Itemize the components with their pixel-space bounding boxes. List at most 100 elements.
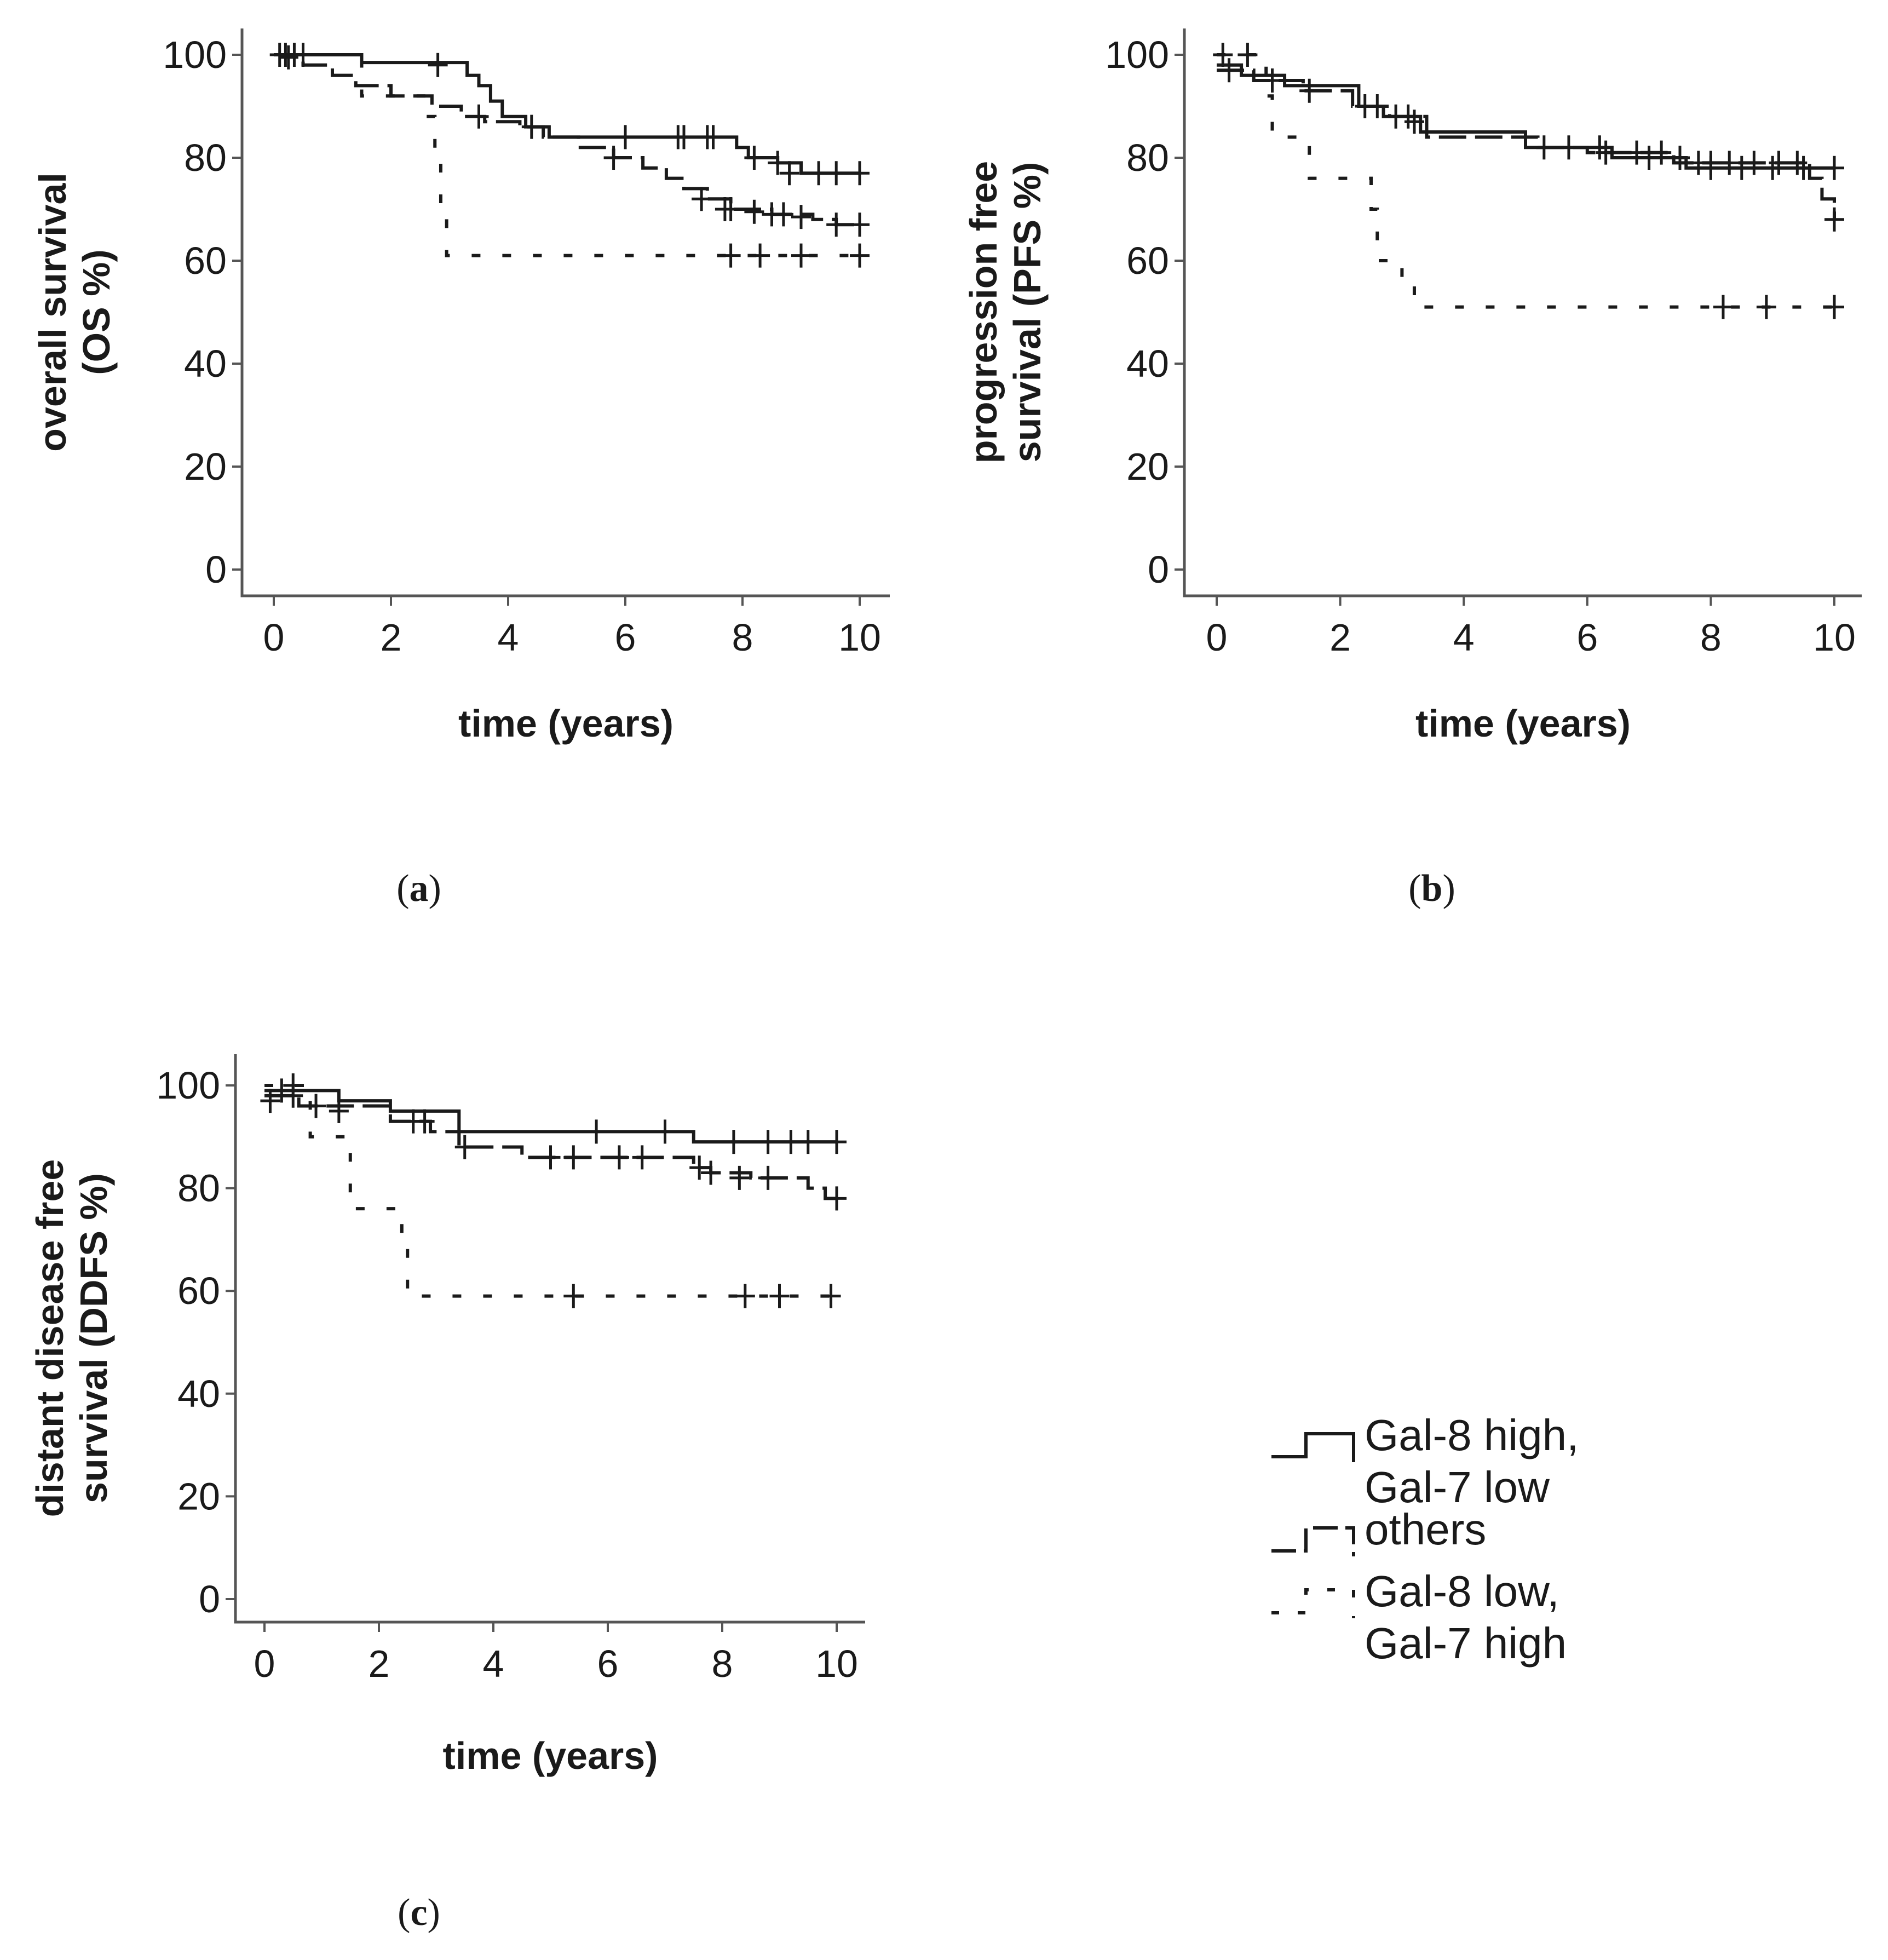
- y-axis-title-line: survival (PFS %): [1006, 162, 1049, 463]
- censor-mark: [721, 243, 741, 268]
- censor-mark: [1651, 140, 1672, 165]
- x-tick-label: 0: [263, 616, 285, 659]
- survival-curve: [1217, 68, 1836, 220]
- censor-mark: [655, 1119, 675, 1144]
- survival-curve: [264, 1094, 837, 1200]
- y-axis-title-line: distant disease free: [28, 1159, 71, 1518]
- censor-mark: [415, 1109, 435, 1134]
- censor-mark: [1558, 135, 1579, 160]
- censor-mark: [850, 212, 870, 237]
- censor-mark: [781, 1130, 801, 1154]
- survival-curve: [274, 53, 860, 227]
- x-tick-label: 2: [369, 1642, 390, 1685]
- censor-mark: [278, 45, 298, 70]
- survival-curve: [274, 53, 860, 175]
- y-axis-title-line: overall survival: [31, 173, 74, 452]
- y-tick-label: 0: [205, 548, 227, 591]
- censor-mark: [1596, 140, 1616, 165]
- censor-mark: [827, 1130, 847, 1154]
- censor-mark: [563, 1145, 584, 1170]
- chart-panel-a: 0 20 40 60 80 100 0 2 4 6 8 10 overall survival (OS %…: [31, 28, 890, 910]
- y-tick-label: 40: [184, 342, 227, 385]
- x-tick-label: 0: [254, 1642, 275, 1685]
- censor-mark: [283, 1073, 303, 1097]
- legend-item-gal-8-high-gal-7-low: Gal-8 high,Gal-7 low: [1271, 1411, 1579, 1511]
- chart-panel-c: 0 20 40 60 80 100 0 2 4 6 8 10 distant disease free s…: [28, 1054, 865, 1934]
- censor-mark: [826, 161, 847, 186]
- censor-mark: [689, 1156, 710, 1180]
- survival-curve: [1217, 53, 1834, 309]
- panel-label: (b): [1408, 867, 1455, 910]
- censor-mark: [1299, 78, 1320, 103]
- panel-label-letter: c: [410, 1892, 427, 1934]
- censor-mark: [1769, 151, 1789, 175]
- censor-mark: [260, 1089, 280, 1113]
- censor-mark: [758, 1130, 778, 1154]
- legend-swatch: [1271, 1432, 1355, 1462]
- legend-label-line: Gal-8 low,: [1365, 1567, 1559, 1616]
- y-axis-title-line: (OS %): [75, 249, 118, 375]
- censor-mark: [615, 125, 635, 150]
- x-tick-label: 8: [1700, 616, 1722, 659]
- y-tick-label: 20: [184, 445, 227, 488]
- censor-mark: [1824, 295, 1844, 319]
- chart-panel-b: 0 20 40 60 80 100 0 2 4 6 8 10 progression free survi…: [962, 28, 1862, 910]
- censor-mark: [540, 1145, 561, 1170]
- x-tick-label: 4: [1453, 616, 1475, 659]
- legend-swatch: [1271, 1526, 1355, 1556]
- y-tick-label: 0: [1148, 548, 1169, 591]
- panel-label-close: ): [428, 1892, 440, 1934]
- x-tick-label: 10: [838, 616, 881, 659]
- censor-mark: [563, 1284, 584, 1308]
- censor-mark: [769, 1284, 790, 1308]
- y-tick-label: 60: [1126, 239, 1169, 282]
- censor-mark: [1262, 68, 1282, 93]
- censor-mark: [721, 197, 741, 221]
- censor-mark: [744, 199, 764, 224]
- x-tick-label: 8: [732, 616, 753, 659]
- x-tick-label: 6: [615, 616, 636, 659]
- x-axis-title: time (years): [443, 1734, 658, 1777]
- x-tick-label: 4: [483, 1642, 504, 1685]
- y-tick-label: 60: [177, 1269, 220, 1312]
- panel-label-open: (: [1408, 867, 1421, 910]
- panel-label-close: ): [1442, 867, 1455, 910]
- censor-mark: [428, 53, 448, 77]
- x-tick-label: 0: [1206, 616, 1228, 659]
- y-axis-title-line: progression free: [962, 161, 1005, 463]
- censor-mark: [850, 161, 870, 186]
- censor-mark: [1824, 156, 1844, 180]
- survival-curve: [264, 1089, 837, 1144]
- x-tick-label: 6: [597, 1642, 619, 1685]
- series-others: [269, 43, 870, 237]
- censor-mark: [272, 1078, 292, 1103]
- axes-frame: [1183, 28, 1862, 597]
- censor-mark: [729, 1165, 750, 1190]
- series-gal-8-low-gal-7-high: [274, 53, 870, 268]
- censor-mark: [1719, 151, 1740, 175]
- censor-mark: [791, 205, 811, 229]
- y-tick-label: 0: [199, 1578, 220, 1620]
- legend-swatch: [1271, 1588, 1355, 1618]
- censor-mark: [1731, 156, 1752, 180]
- axes-frame: [234, 1054, 865, 1624]
- censor-mark: [779, 161, 799, 186]
- panel-label-open: (: [396, 867, 409, 910]
- x-tick-label: 4: [498, 616, 519, 659]
- censor-mark: [850, 243, 870, 268]
- censor-mark: [603, 146, 624, 170]
- censor-mark: [586, 1119, 607, 1144]
- panel-label: (c): [398, 1892, 440, 1934]
- y-tick-label: 100: [163, 33, 227, 76]
- y-tick-label: 60: [184, 239, 227, 282]
- censor-mark: [791, 243, 811, 268]
- series-others: [1217, 58, 1844, 232]
- panel-label-open: (: [398, 1892, 410, 1934]
- censor-mark: [827, 1186, 847, 1211]
- x-axis-title: time (years): [1415, 702, 1631, 745]
- censor-mark: [1639, 146, 1659, 170]
- y-tick-label: 20: [177, 1475, 220, 1518]
- series-others: [260, 1089, 847, 1211]
- y-tick-label: 40: [177, 1372, 220, 1415]
